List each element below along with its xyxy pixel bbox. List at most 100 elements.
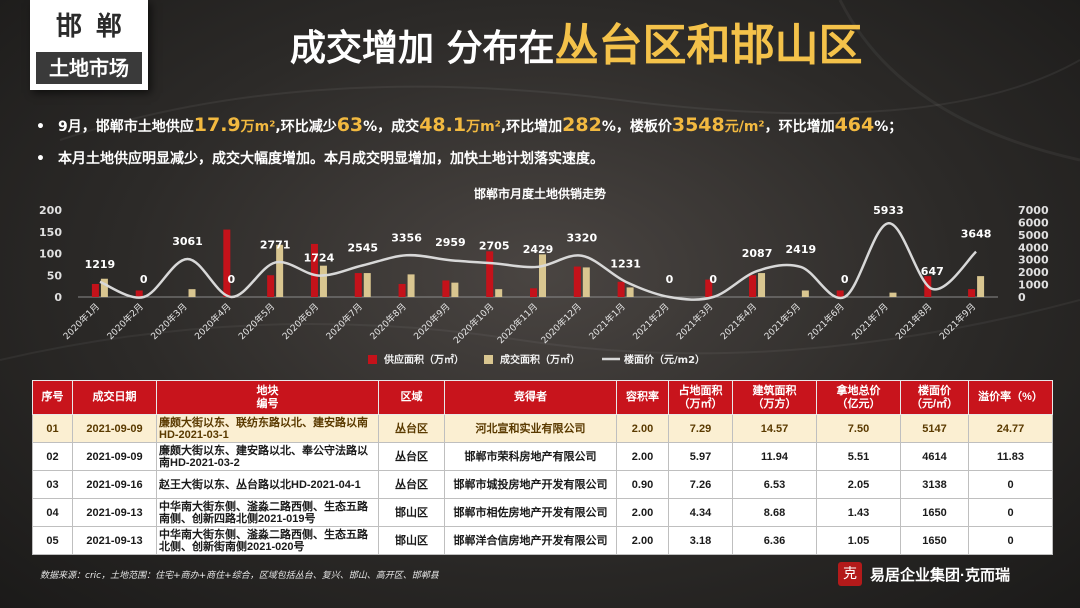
- city-name: 邯郸: [55, 12, 136, 42]
- x-tick-label: 2020年9月: [411, 301, 452, 342]
- summary-text-segment: 282: [562, 114, 602, 136]
- table-header-cell: 成交日期: [72, 380, 157, 415]
- table-cell: 8.68: [732, 498, 817, 527]
- summary-text-segment: 万m²: [466, 119, 501, 135]
- x-tick-label: 2021年9月: [937, 301, 978, 342]
- table-cell: 0.90: [616, 470, 669, 499]
- table-cell: 邯山区: [378, 526, 445, 555]
- brand-name: 易居企业集团·克而瑞: [870, 567, 1010, 584]
- table-cell: 河北宣和实业有限公司: [444, 414, 617, 443]
- summary-text-segment: 63: [336, 114, 364, 136]
- price-data-label: 0: [140, 273, 148, 286]
- y-left-tick-label: 50: [47, 269, 63, 282]
- table-cell: 1650: [900, 526, 969, 555]
- price-data-label: 2419: [786, 243, 817, 256]
- y-right-tick-label: 1000: [1018, 279, 1049, 292]
- table-header-cell: 拿地总价 （亿元）: [816, 380, 901, 415]
- table-cell: 7.29: [668, 414, 733, 443]
- table-cell: 中华南大街东侧、滏淼二路西侧、生态五路北侧、创新街南侧2021-020号: [156, 526, 379, 555]
- table-cell: 廉颇大街以东、建安路以北、奉公守法路以南HD-2021-03-2: [156, 442, 379, 471]
- supply-bar: [267, 275, 275, 297]
- table-cell: 3138: [900, 470, 969, 499]
- deal-bar: [801, 290, 809, 297]
- table-cell: 丛台区: [378, 470, 445, 499]
- y-right-tick-label: 7000: [1018, 204, 1049, 217]
- table-header-cell: 容积率: [616, 380, 669, 415]
- summary-text-segment: 48.1: [419, 114, 467, 136]
- deal-bar: [276, 244, 284, 297]
- summary-text-segment: 9月，邯郸市土地供应: [58, 119, 194, 135]
- summary-text-segment: 元/m²: [724, 119, 765, 135]
- table-row: 04 2021-09-13 中华南大街东侧、滏淼二路西侧、生态五路南侧、创新四路北侧…: [32, 498, 1053, 527]
- x-tick-label: 2021年2月: [630, 301, 671, 342]
- deal-bar: [626, 287, 634, 297]
- x-tick-label: 2020年1月: [61, 301, 102, 342]
- deal-bar: [495, 289, 503, 297]
- legend-swatch: [368, 355, 377, 364]
- price-data-label: 1219: [85, 258, 116, 271]
- summary-text-segment: 3548: [671, 114, 725, 136]
- section-subtitle: 土地市场: [36, 52, 142, 84]
- y-right-tick-label: 6000: [1018, 216, 1049, 229]
- deal-bar: [539, 254, 546, 297]
- table-cell: 7.26: [668, 470, 733, 499]
- page-title: 成交增加 分布在丛台区和邯山区: [290, 16, 863, 76]
- price-data-label: 5933: [873, 204, 904, 217]
- land-supply-chart: 邯郸市月度土地供销走势05010015020001000200030004000…: [39, 186, 1049, 366]
- summary-text-segment: %，成交: [363, 119, 420, 135]
- table-cell: 1650: [900, 498, 969, 527]
- table-cell: 5147: [900, 414, 969, 443]
- y-left-tick-label: 0: [54, 291, 62, 304]
- table-cell: 0: [968, 498, 1053, 527]
- x-tick-label: 2021年8月: [893, 301, 934, 342]
- table-cell: 24.77: [968, 414, 1053, 443]
- y-right-tick-label: 2000: [1018, 266, 1049, 279]
- table-cell: 2.00: [616, 526, 669, 555]
- table-cell: 1.05: [816, 526, 901, 555]
- x-tick-label: 2020年6月: [280, 301, 321, 342]
- price-data-label: 2959: [435, 236, 466, 249]
- deal-bar: [363, 273, 371, 297]
- table-cell: 邯郸市相佐房地产开发有限公司: [444, 498, 617, 527]
- summary-text-segment: ,环比减少: [275, 119, 337, 135]
- supply-bar: [573, 266, 581, 297]
- x-tick-label: 2020年3月: [148, 301, 189, 342]
- price-line: [99, 222, 977, 301]
- table-row: 01 2021-09-09 廉颇大街以东、联纺东路以北、建安路以南HD-2021-0…: [32, 414, 1053, 443]
- chart-title: 邯郸市月度土地供销走势: [474, 186, 606, 201]
- table-cell: 2.05: [816, 470, 901, 499]
- supply-bar: [135, 290, 143, 297]
- deal-bar: [582, 267, 590, 297]
- supply-bar: [530, 288, 537, 297]
- table-cell: 01: [32, 414, 73, 443]
- supply-bar: [442, 280, 450, 297]
- summary-text-segment: ，环比增加: [764, 119, 835, 135]
- table-header-cell: 序号: [32, 380, 73, 415]
- supply-bar: [968, 289, 976, 297]
- supply-bar: [486, 251, 494, 297]
- table-cell: 6.53: [732, 470, 817, 499]
- table-cell: 03: [32, 470, 73, 499]
- table-cell: 邯郸市荣科房地产有限公司: [444, 442, 617, 471]
- legend-label: 成交面积（万㎡）: [500, 353, 580, 366]
- deal-bar: [889, 292, 897, 297]
- price-data-label: 2087: [742, 247, 773, 260]
- table-cell: 6.36: [732, 526, 817, 555]
- y-right-tick-label: 3000: [1018, 254, 1049, 267]
- data-source-note: 数据来源：cric，土地范围：住宅+商办+商住+综合，区域包括丛台、复兴、邯山、…: [40, 571, 439, 581]
- table-cell: 中华南大街东侧、滏淼二路西侧、生态五路南侧、创新四路北侧2021-019号: [156, 498, 379, 527]
- table-cell: 邯郸市城投房地产开发有限公司: [444, 470, 617, 499]
- table-cell: 丛台区: [378, 442, 445, 471]
- x-tick-label: 2020年12月: [538, 301, 584, 347]
- table-cell: 赵王大街以东、丛台路以北HD-2021-04-1: [156, 470, 379, 499]
- table-header-cell: 溢价率（%）: [968, 380, 1053, 415]
- y-left-tick-label: 100: [39, 248, 62, 261]
- summary-text-segment: %；: [874, 119, 903, 135]
- brand-seal-icon: 克: [838, 562, 862, 586]
- legend-swatch: [484, 355, 493, 364]
- brand-logo: 克 易居企业集团·克而瑞: [838, 560, 1058, 590]
- x-tick-label: 2021年4月: [718, 301, 759, 342]
- table-header-cell: 建筑面积 （万方）: [732, 380, 817, 415]
- table-cell: 2.00: [616, 442, 669, 471]
